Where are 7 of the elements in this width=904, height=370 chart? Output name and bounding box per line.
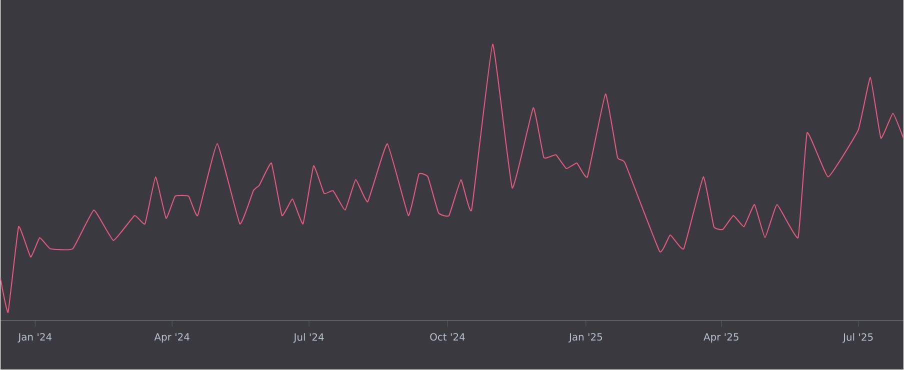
x-tick-label: Jan '25 [568,333,602,343]
x-tick-label: Jan '24 [18,333,52,343]
x-tick-label: Jul '25 [842,333,873,343]
x-tick-label: Oct '24 [430,333,465,341]
x-tick-label: Apr '24 [154,333,190,343]
x-tick-label: Jul '24 [293,333,324,343]
x-tick-label: Apr '25 [704,333,738,343]
